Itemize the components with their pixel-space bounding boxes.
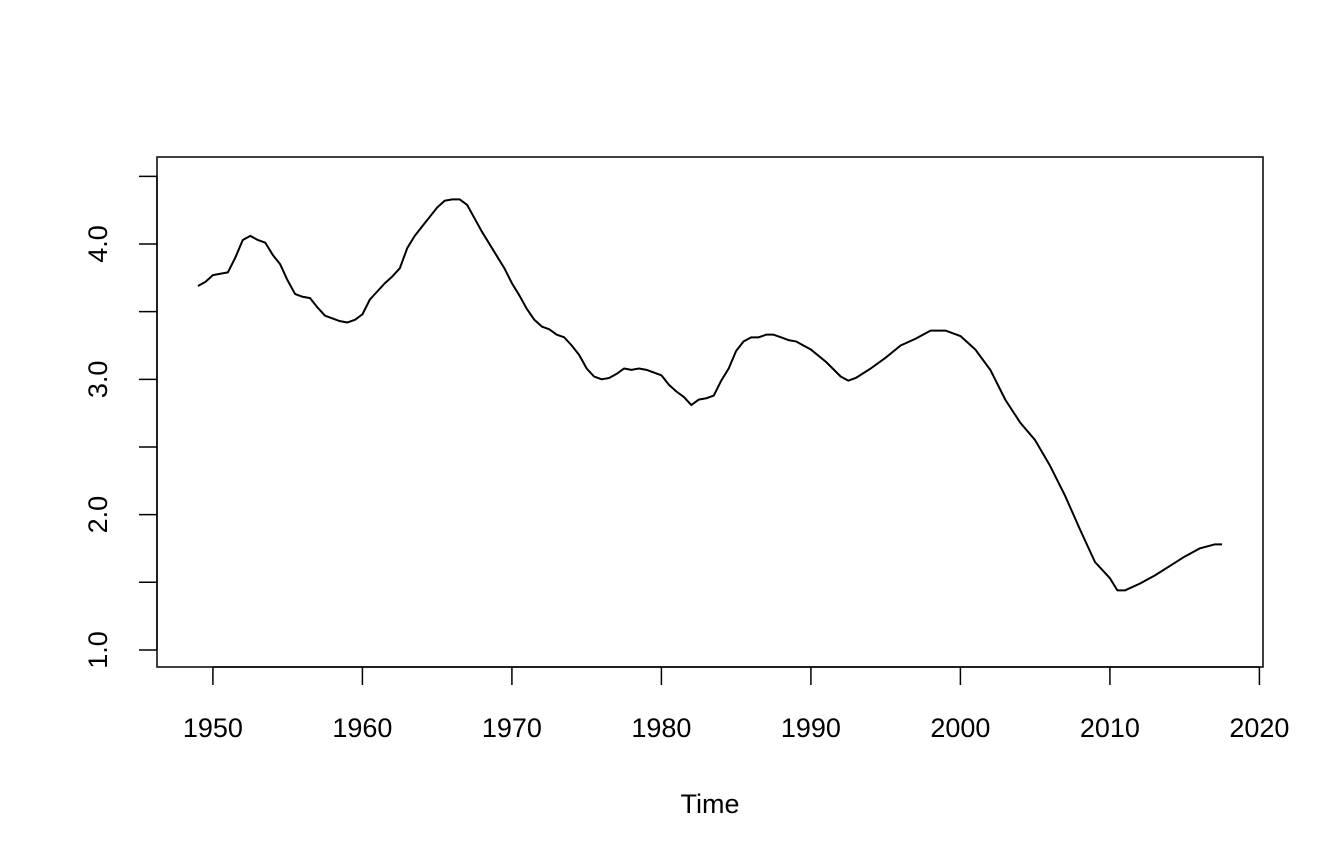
y-tick-label: 3.0 [83,361,113,399]
x-tick-label: 1950 [183,713,243,743]
x-tick-label: 2010 [1080,713,1140,743]
x-tick-label: 2000 [930,713,990,743]
x-tick-label: 1960 [332,713,392,743]
y-tick-label: 1.0 [83,631,113,669]
x-tick-label: 1970 [482,713,542,743]
series-line [197,198,1223,592]
plot-box [156,156,1264,668]
x-axis-label: Time [681,789,740,819]
y-tick-label: 2.0 [83,496,113,534]
y-tick-label: 4.0 [83,225,113,263]
x-tick-label: 1980 [631,713,691,743]
x-tick-label: 2020 [1229,713,1289,743]
x-tick-label: 1990 [781,713,841,743]
